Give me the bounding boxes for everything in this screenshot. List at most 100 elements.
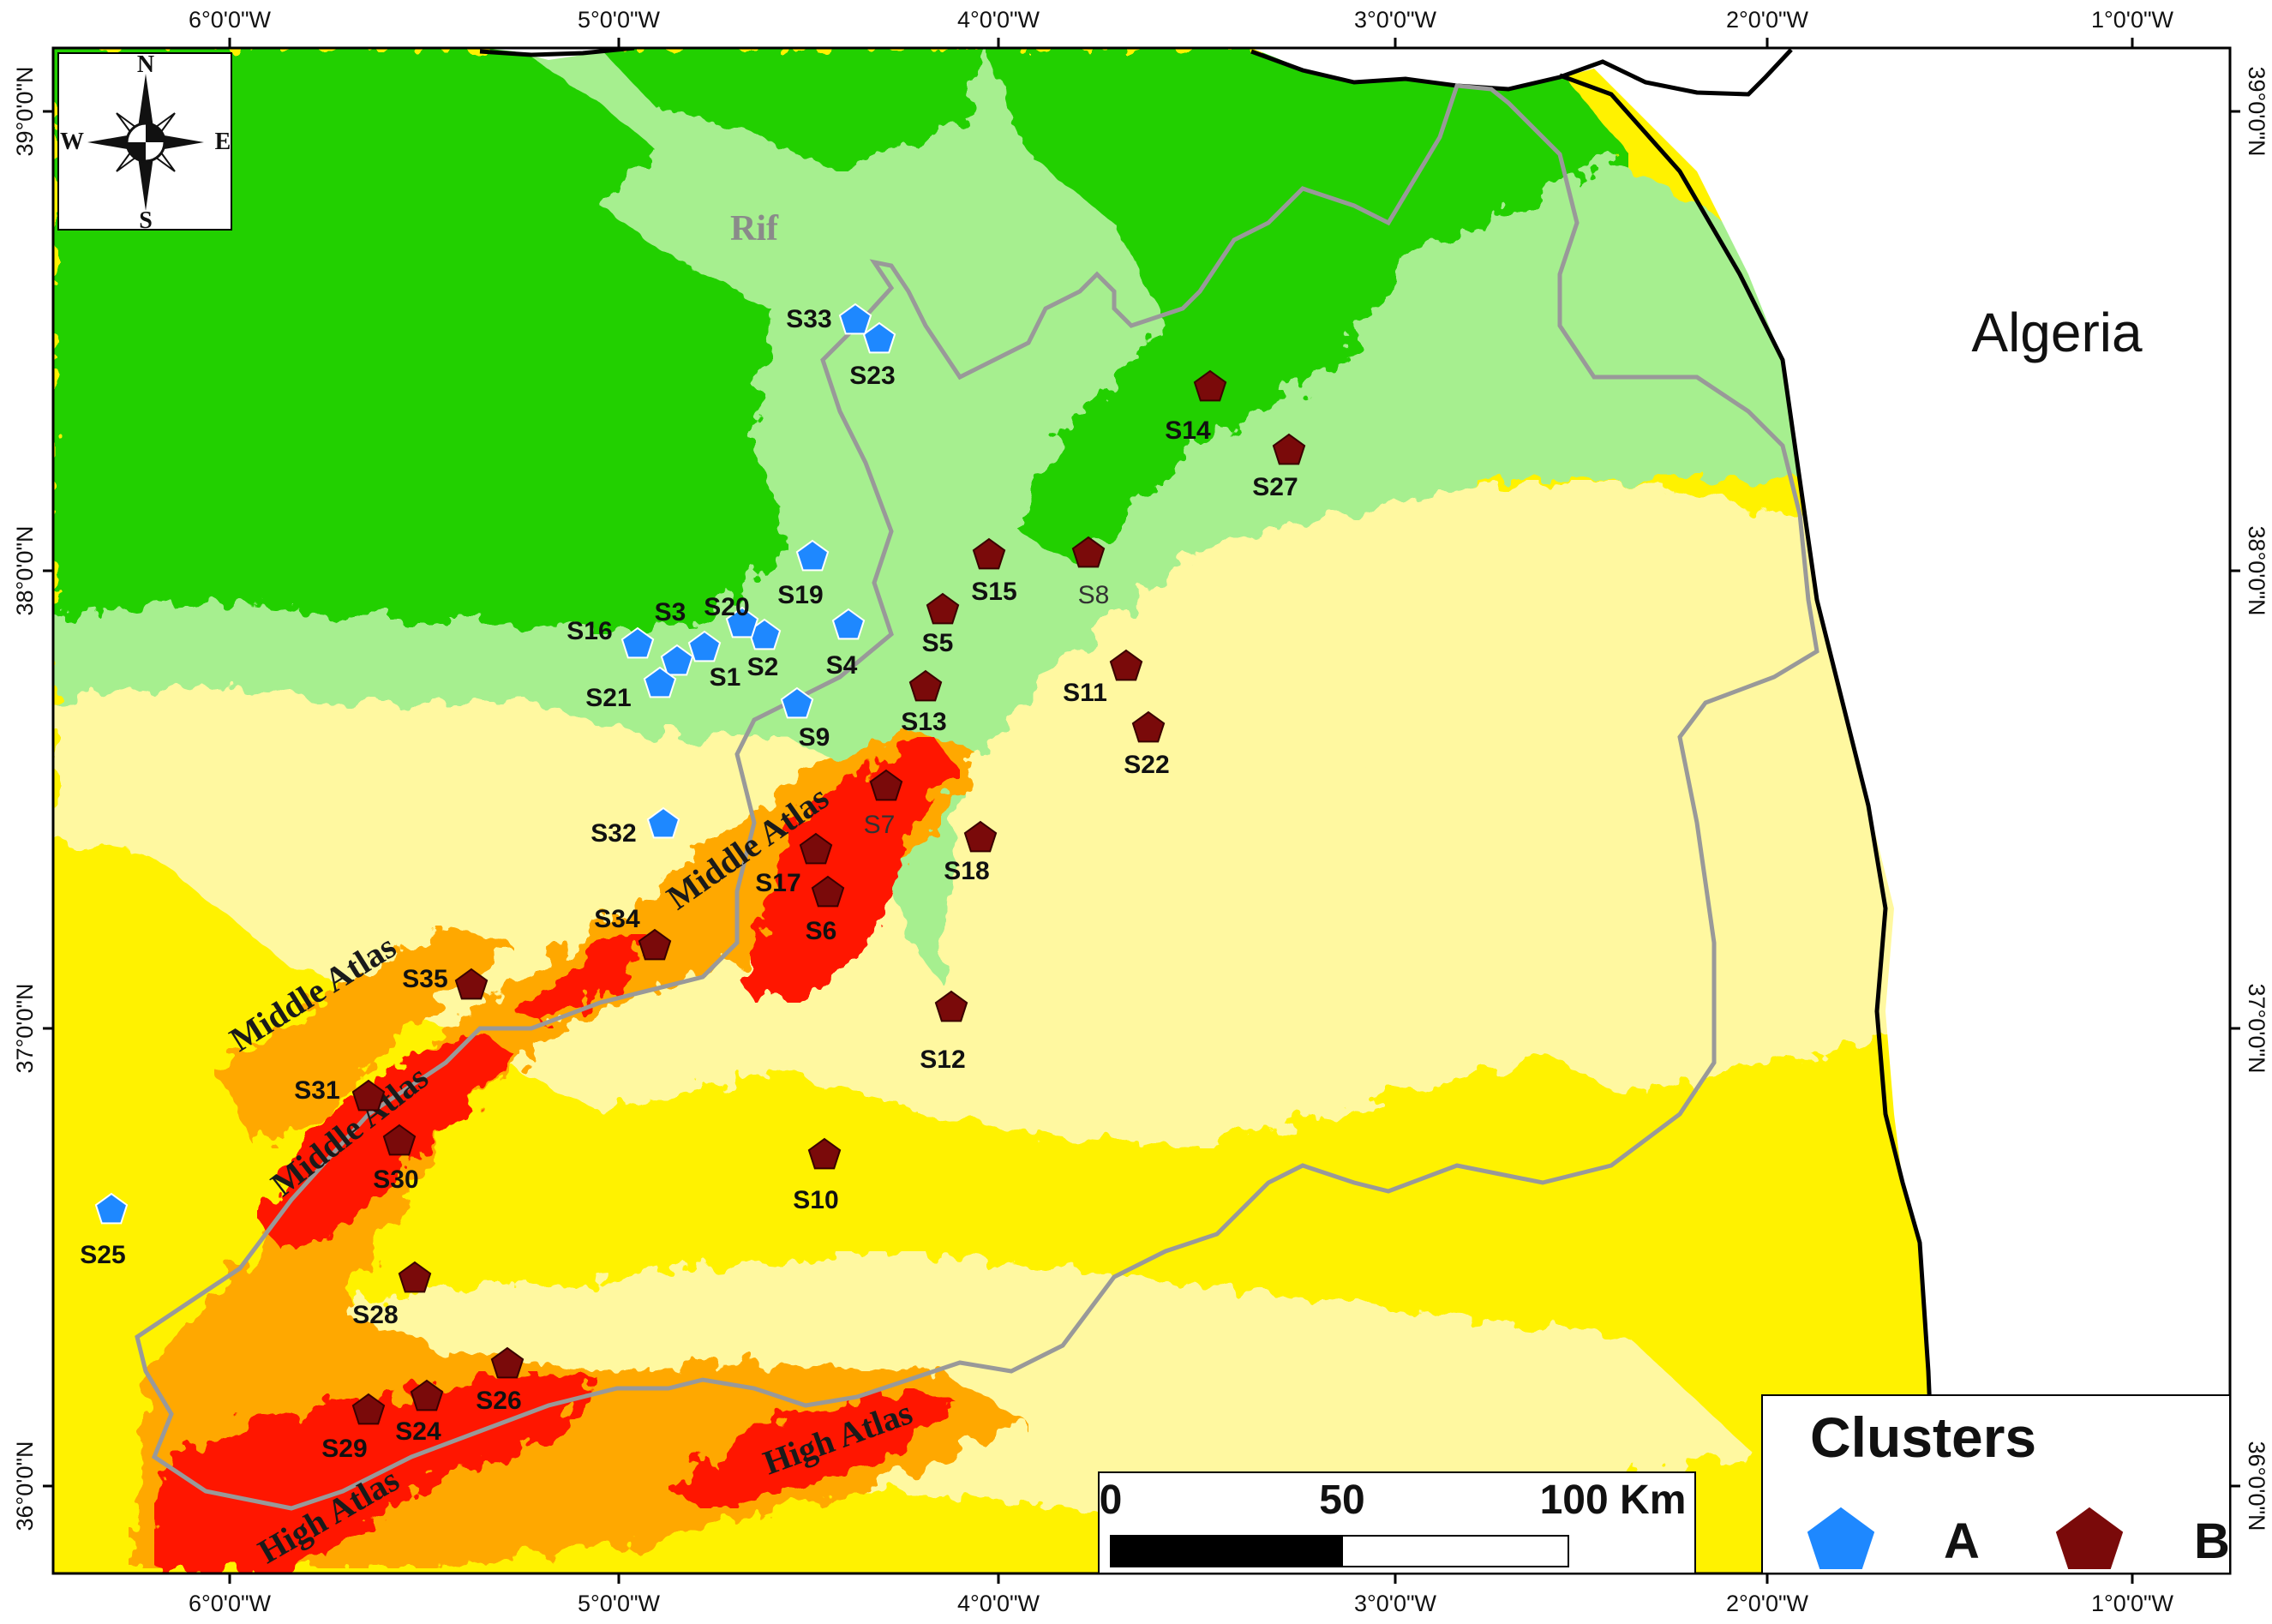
algeria-border-line [1559, 73, 1939, 1573]
site-label-s2: S2 [747, 653, 779, 681]
lat-label-right: 37°0'0"N [2244, 983, 2269, 1073]
site-marker-s8 [1071, 536, 1106, 568]
elevation-map [53, 48, 2230, 1573]
site-label-s28: S28 [352, 1301, 398, 1329]
lat-label-right: 39°0'0"N [2244, 66, 2269, 156]
site-marker-s17 [799, 832, 833, 865]
site-marker-s25 [94, 1192, 129, 1225]
site-label-s9: S9 [799, 723, 830, 752]
lat-label-left: 36°0'0"N [12, 1441, 38, 1531]
compass-e: E [215, 129, 231, 155]
site-marker-s23 [862, 321, 896, 354]
elevation-red-middle-atlas-2 [514, 934, 651, 1028]
lat-label-left: 39°0'0"N [12, 66, 38, 156]
site-marker-s10 [807, 1137, 842, 1170]
site-label-s35: S35 [402, 965, 447, 993]
elevation-orange-atlas [129, 728, 1028, 1568]
compass-s: S [139, 207, 153, 234]
elevation-red-middle-atlas [737, 737, 960, 1003]
site-marker-s28 [398, 1261, 432, 1293]
site-label-s24: S24 [395, 1417, 441, 1446]
latitude-labels-left: 39°0'0"N 38°0'0"N 37°0'0"N 36°0'0"N [12, 66, 38, 1531]
site-label-s27: S27 [1252, 473, 1298, 501]
site-marker-s32 [646, 806, 680, 839]
lon-label-top: 6°0'0"W [189, 7, 272, 33]
lat-label-right: 38°0'0"N [2244, 525, 2269, 615]
site-marker-s4 [831, 608, 866, 640]
lat-label-left: 38°0'0"N [12, 525, 38, 615]
site-marker-s22 [1131, 710, 1166, 743]
site-label-s22: S22 [1124, 751, 1169, 779]
compass-icon [87, 74, 204, 211]
site-marker-s3 [660, 644, 694, 676]
scale-label-100: 100 Km [1540, 1477, 1687, 1523]
site-label-s3: S3 [655, 598, 686, 626]
lon-label-bottom: 1°0'0"W [2091, 1591, 2174, 1616]
site-marker-s21 [643, 666, 677, 698]
lat-label-right: 36°0'0"N [2244, 1441, 2269, 1531]
country-label-algeria: Algeria [1971, 302, 2143, 363]
site-marker-s27 [1272, 433, 1306, 465]
compass-rose: N S W E [57, 51, 232, 234]
site-marker-s35 [454, 968, 489, 1000]
lon-label-bottom: 3°0'0"W [1354, 1591, 1437, 1616]
region-label-rif: Rif [730, 209, 779, 249]
site-marker-s31 [351, 1079, 386, 1112]
longitude-labels-bottom: 6°0'0"W 5°0'0"W 4°0'0"W 3°0'0"W 2°0'0"W … [189, 1591, 2174, 1616]
graticule-ticks [43, 38, 2240, 1584]
lon-label-top: 5°0'0"W [578, 7, 661, 33]
legend-marker-a [1807, 1507, 1875, 1569]
site-label-s4: S4 [826, 651, 858, 680]
scale-bar: 0 50 100 Km [1098, 1471, 1696, 1574]
site-label-s10: S10 [793, 1186, 838, 1214]
site-marker-s11 [1109, 649, 1143, 681]
site-label-s30: S30 [373, 1166, 418, 1194]
site-label-s17: S17 [755, 869, 800, 897]
lon-label-bottom: 5°0'0"W [578, 1591, 661, 1616]
sample-sites: S1 S2 S3 S4 S5 S6 S7 S8 S9 S10 S11 S12 S13 S14 S15 S16 S… [80, 303, 1306, 1463]
site-marker-s1 [687, 630, 722, 662]
site-label-s15: S15 [971, 578, 1016, 606]
lon-label-bottom: 4°0'0"W [957, 1591, 1040, 1616]
scale-label-0: 0 [1100, 1477, 1123, 1523]
lon-label-top: 1°0'0"W [2091, 7, 2174, 33]
site-label-s21: S21 [585, 684, 631, 712]
site-marker-s30 [382, 1124, 417, 1156]
scale-bar-black-segment [1110, 1535, 1343, 1567]
scale-label-50: 50 [1319, 1477, 1364, 1523]
site-label-s19: S19 [777, 581, 823, 609]
site-label-s6: S6 [806, 917, 837, 945]
algeria-territory [1594, 48, 2230, 1573]
site-label-s23: S23 [849, 362, 895, 390]
region-boundary [135, 83, 1819, 1511]
lat-label-left: 37°0'0"N [12, 983, 38, 1073]
lon-label-top: 3°0'0"W [1354, 7, 1437, 33]
site-label-s18: S18 [944, 857, 989, 885]
site-marker-s33 [838, 303, 872, 335]
site-label-s29: S29 [321, 1435, 367, 1463]
site-label-s11: S11 [1063, 679, 1107, 707]
site-label-s26: S26 [476, 1387, 521, 1415]
site-marker-s20 [725, 606, 759, 638]
legend-marker-b [2055, 1507, 2124, 1569]
elevation-dark-green-east [986, 48, 1628, 566]
site-label-s34: S34 [594, 905, 640, 933]
site-marker-s34 [638, 928, 672, 961]
site-marker-s18 [963, 820, 998, 853]
site-marker-s5 [926, 592, 960, 625]
site-marker-s12 [934, 990, 968, 1022]
site-label-s8: S8 [1078, 581, 1110, 609]
site-label-s5: S5 [922, 629, 954, 657]
legend-key-a: A [1944, 1513, 1980, 1569]
site-marker-s14 [1193, 369, 1227, 402]
site-label-s16: S16 [567, 617, 612, 645]
site-label-s14: S14 [1165, 416, 1211, 445]
site-marker-s16 [620, 626, 655, 659]
site-marker-s9 [780, 686, 814, 719]
site-label-s33: S33 [786, 305, 831, 333]
site-label-s1: S1 [710, 663, 741, 692]
compass-w: W [60, 129, 84, 155]
site-label-s20: S20 [704, 593, 749, 621]
lon-label-bottom: 2°0'0"W [1726, 1591, 1809, 1616]
